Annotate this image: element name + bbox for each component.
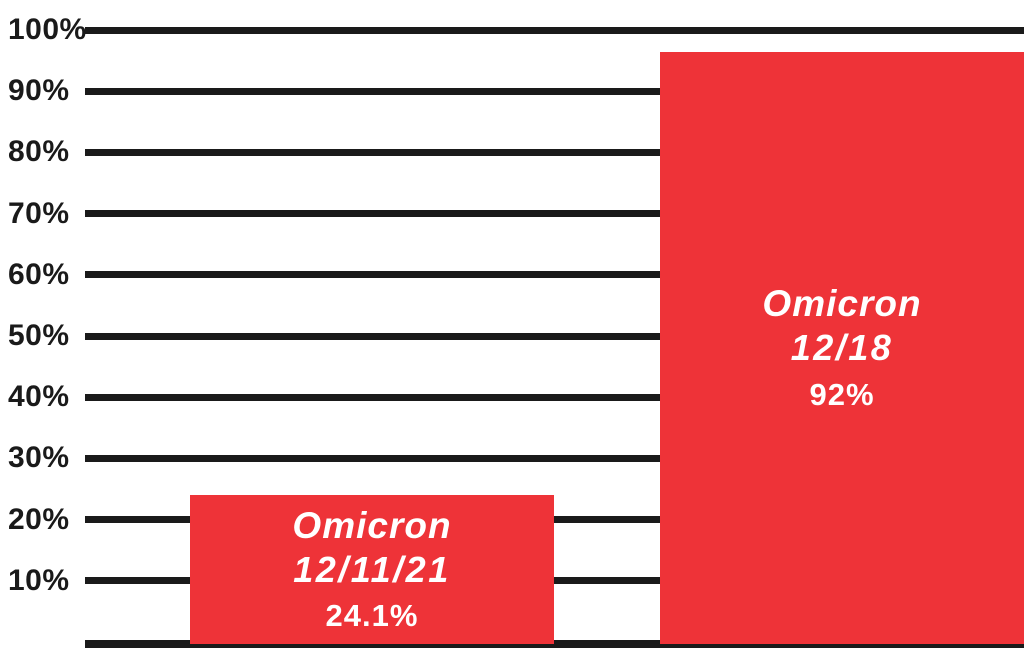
gridline-20 (85, 516, 1024, 524)
gridline-30 (85, 454, 1024, 462)
bar-label-block: Omicron 12/11/21 24.1% (292, 504, 452, 634)
gridline-90 (85, 87, 1024, 95)
y-tick-label-40: 40% (8, 380, 70, 414)
bar-omicron-12-11-21: Omicron 12/11/21 24.1% (190, 495, 554, 644)
bar-label-block: Omicron 12/18 92% (762, 283, 922, 412)
y-tick-label-20: 20% (8, 502, 70, 536)
x-axis-line (85, 640, 1024, 648)
bar-series-name: Omicron (762, 283, 922, 325)
y-tick-label-10: 10% (8, 563, 70, 597)
bar-value-label: 24.1% (325, 598, 419, 634)
y-tick-label-90: 90% (8, 74, 70, 108)
gridline-70 (85, 210, 1024, 218)
gridline-10 (85, 577, 1024, 585)
y-tick-label-60: 60% (8, 257, 70, 291)
gridline-100 (85, 26, 1024, 34)
y-tick-label-100: 100% (8, 13, 87, 46)
gridline-80 (85, 148, 1024, 156)
gridline-40 (85, 393, 1024, 401)
gridline-50 (85, 332, 1024, 340)
bar-omicron-12-18: Omicron 12/18 92% (660, 52, 1024, 644)
bar-value-label: 92% (809, 376, 875, 412)
bar-series-name: Omicron (292, 504, 452, 546)
bar-date-label: 12/11/21 (293, 548, 451, 590)
y-tick-label-80: 80% (8, 135, 70, 169)
y-tick-label-30: 30% (8, 441, 70, 475)
gridline-60 (85, 271, 1024, 279)
bar-date-label: 12/18 (790, 327, 894, 368)
y-tick-label-70: 70% (8, 196, 70, 230)
y-tick-label-50: 50% (8, 319, 70, 352)
